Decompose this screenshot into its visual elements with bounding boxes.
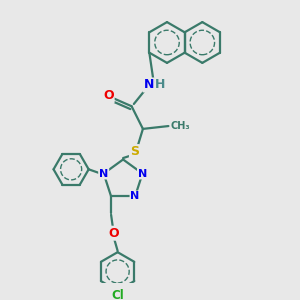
Text: O: O xyxy=(108,227,119,240)
Text: S: S xyxy=(130,145,139,158)
Text: N: N xyxy=(138,169,147,178)
Text: O: O xyxy=(103,89,114,102)
Text: CH₃: CH₃ xyxy=(171,121,190,131)
Text: N: N xyxy=(143,79,154,92)
Text: N: N xyxy=(130,191,140,201)
Text: N: N xyxy=(99,169,108,178)
Text: H: H xyxy=(155,79,166,92)
Text: Cl: Cl xyxy=(111,289,124,300)
